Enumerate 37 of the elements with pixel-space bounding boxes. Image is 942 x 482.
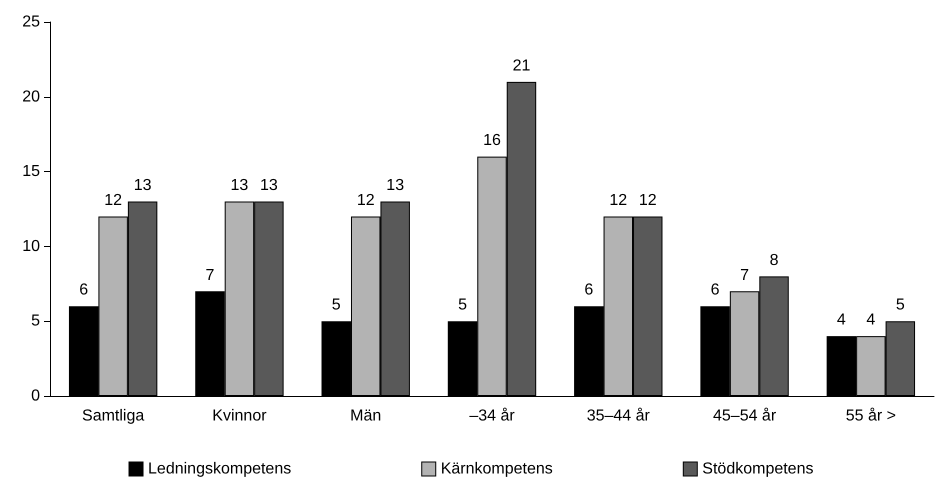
y-tick-label: 15 bbox=[22, 163, 40, 180]
data-label: 5 bbox=[332, 296, 341, 314]
data-label: 13 bbox=[386, 177, 404, 194]
x-tick-label: Samtliga bbox=[82, 408, 144, 424]
x-tick-label: 45–54 år bbox=[712, 408, 777, 424]
y-tick-label: 5 bbox=[31, 312, 40, 330]
data-label: 5 bbox=[896, 296, 905, 314]
y-tick-label: 0 bbox=[31, 388, 40, 404]
y-tick-label: 25 bbox=[22, 14, 40, 30]
data-label: 6 bbox=[584, 282, 594, 299]
y-tick-label: 10 bbox=[22, 238, 40, 255]
data-label: 21 bbox=[512, 57, 530, 74]
data-label: 13 bbox=[260, 177, 278, 194]
data-label: 7 bbox=[206, 266, 215, 284]
legend-label: Kärnkompetens bbox=[440, 460, 553, 478]
x-tick-label: 35–44 år bbox=[586, 408, 651, 424]
x-tick-label: Kvinnor bbox=[212, 408, 268, 424]
data-label: 12 bbox=[356, 192, 375, 209]
data-label: 8 bbox=[770, 252, 779, 269]
data-label: 12 bbox=[638, 192, 657, 209]
data-label: 7 bbox=[740, 266, 750, 284]
data-label: 13 bbox=[230, 177, 248, 194]
y-tick-label: 20 bbox=[22, 88, 40, 106]
x-tick-label: –34 år bbox=[469, 408, 516, 424]
legend-label: Ledningskompetens bbox=[148, 460, 292, 478]
data-label: 4 bbox=[866, 312, 876, 329]
data-label: 12 bbox=[104, 192, 122, 209]
data-label: 6 bbox=[79, 282, 88, 299]
x-tick-label: Män bbox=[350, 408, 382, 424]
data-label: 6 bbox=[710, 282, 720, 299]
legend-label: Stödkompetens bbox=[702, 460, 814, 478]
data-label: 5 bbox=[458, 296, 468, 314]
x-tick-label: 55 år > bbox=[846, 408, 896, 424]
data-label: 16 bbox=[483, 132, 501, 150]
data-label: 13 bbox=[134, 177, 152, 194]
data-label: 4 bbox=[836, 312, 846, 329]
data-label: 12 bbox=[609, 192, 628, 209]
